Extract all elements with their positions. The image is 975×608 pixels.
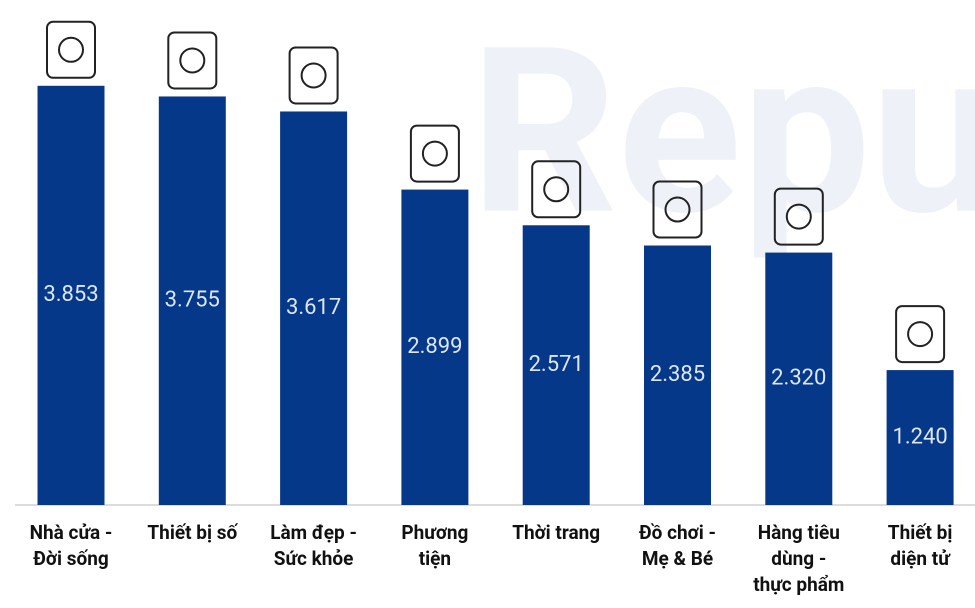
icon-shape [409,124,460,183]
value-label: 1.240 [892,424,947,449]
icon-shape [543,176,570,203]
x-tick-label: Nhà cửa - Đời sống [29,521,113,570]
bar [886,370,954,505]
icon-shape [531,160,582,219]
bar-icon [46,20,96,79]
x-tick-label: Đồ chơi - Mẹ & Bé [639,521,716,570]
icon-shape [895,305,946,364]
bar [158,96,226,506]
bar-icon [531,160,582,219]
bar [280,111,348,505]
x-tick-label: Phương tiện [401,521,469,570]
bar [765,252,833,505]
bar [37,85,105,505]
x-tick-label: Hàng tiêu dùng - thực phẩm [753,521,845,596]
x-tick-label: Thời trang [512,521,601,544]
watermark: Repu [470,0,975,268]
icon-shape [664,196,691,223]
value-label: 3.755 [165,288,220,313]
value-label: 2.571 [529,352,584,377]
x-tick-label: Làm đẹp - Sức khỏe [270,521,357,570]
bar-icon [652,180,703,239]
icon-shape [179,47,206,74]
bar [401,189,469,505]
bar-icon [773,187,824,246]
icon-shape [652,180,703,239]
icon-shape [46,20,96,79]
icon-shape [167,31,218,90]
bar-icon [409,124,460,183]
icon-shape [300,62,327,89]
icon-shape [288,46,339,105]
value-label: 2.385 [650,362,705,387]
x-tick-label: Thiết bị số [147,521,238,544]
bar [644,245,711,505]
bar-icon [288,46,339,105]
x-tick-label: Thiết bị diện tử [887,521,953,570]
value-label: 2.899 [407,334,462,359]
icon-shape [421,140,448,167]
icon-shape [58,36,84,63]
value-label: 3.853 [43,282,98,307]
value-label: 3.617 [286,295,341,320]
bar [522,225,590,505]
bar-icon [895,305,946,364]
bar-icon [167,31,218,90]
value-label: 2.320 [771,366,826,391]
icon-shape [773,187,824,246]
icon-shape [907,321,934,348]
icon-shape [785,203,812,230]
